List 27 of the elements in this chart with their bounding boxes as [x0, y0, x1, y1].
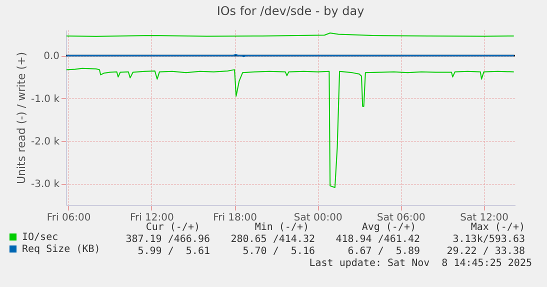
text: Last update: Sat Nov 8 14:45:25 2025 — [309, 258, 532, 269]
text: 418.94 /461.42 — [336, 234, 420, 245]
y-axis-title: Units read (-) / write (+) — [15, 52, 28, 184]
chart-title: IOs for /dev/sde - by day — [216, 4, 364, 18]
x-tick-label: Fri 06:00 — [46, 212, 91, 224]
text: Min (-/+) — [254, 222, 309, 233]
legend-label: Req Size (KB) — [22, 244, 100, 255]
x-tick-label: Fri 18:00 — [213, 212, 257, 224]
text: 3.13k/593.63 — [452, 234, 525, 245]
x-tick-label: Sat 06:00 — [377, 212, 426, 224]
y-tick-label: -3.0 k — [31, 179, 60, 190]
x-tick-label: Sat 12:00 — [460, 212, 509, 224]
text: 280.65 /414.32 — [230, 234, 315, 245]
text: Avg (-/+) — [362, 222, 416, 233]
text: 29.22 / 33.38 — [446, 246, 525, 257]
y-tick-label: 0.0 — [44, 51, 60, 62]
y-tick-label: -2.0 k — [31, 136, 60, 148]
text: Max (-/+) — [470, 222, 525, 233]
text: 6.67 / 5.89 — [348, 246, 420, 257]
text: Cur (-/+) — [146, 222, 200, 233]
y-tick-label: -1.0 k — [31, 94, 60, 105]
text: 5.70 / 5.16 — [242, 246, 315, 257]
x-tick-label: Fri 12:00 — [130, 212, 174, 224]
text: 387.19 /466.96 — [126, 234, 210, 245]
legend-label: IO/sec — [22, 232, 58, 243]
x-tick-label: Sat 00:00 — [294, 212, 342, 224]
text: 5.99 / 5.61 — [138, 246, 210, 257]
